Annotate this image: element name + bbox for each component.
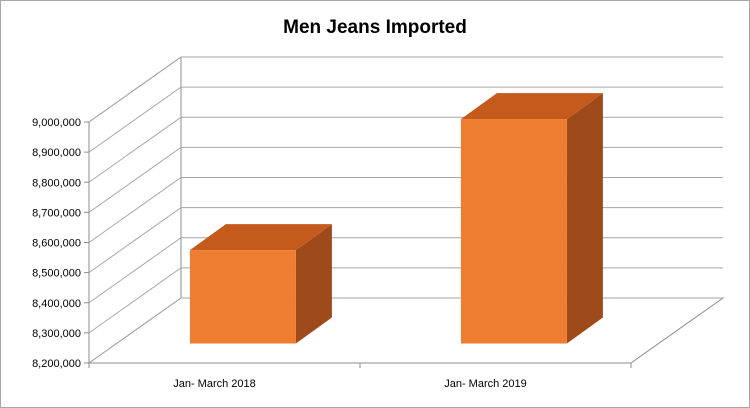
bar-top — [460, 93, 603, 120]
gridline — [88, 146, 723, 213]
gridline — [88, 86, 723, 153]
bar-top — [189, 224, 332, 251]
gridline — [88, 207, 723, 274]
bars — [189, 93, 603, 344]
bar — [460, 119, 567, 344]
y-tick-label: 8,300,000 — [32, 328, 81, 340]
chart-walls — [87, 56, 725, 364]
gridline — [88, 237, 723, 304]
gridline — [88, 116, 723, 183]
y-tick-label: 8,900,000 — [32, 147, 81, 159]
y-tick-label: 8,600,000 — [32, 238, 81, 250]
y-tick-label: 8,400,000 — [32, 298, 81, 310]
y-tick-label: 8,500,000 — [32, 268, 81, 280]
gridline — [88, 56, 723, 123]
x-category-label: Jan- March 2018 — [173, 378, 256, 390]
gridline — [88, 267, 723, 334]
x-category-label: Jan- March 2019 — [444, 378, 527, 390]
bar-side — [566, 93, 603, 344]
bar-group — [460, 93, 603, 344]
bar-side — [295, 224, 332, 344]
bar-group — [189, 224, 332, 344]
y-axis-tick-labels: 8,200,000 8,300,000 8,400,000 8,500,000 8,60… — [32, 117, 81, 370]
bar — [189, 250, 296, 344]
y-tick-label: 9,000,000 — [32, 117, 81, 129]
gridline — [88, 297, 723, 364]
chart-title: Men Jeans Imported — [283, 17, 467, 38]
gridline — [88, 177, 723, 243]
gridlines — [84, 56, 723, 368]
y-tick-label: 8,700,000 — [32, 207, 81, 219]
chart-floor — [87, 297, 725, 364]
y-tick-label: 8,200,000 — [32, 358, 81, 370]
x-axis-category-labels: Jan- March 2018 Jan- March 2019 — [173, 378, 527, 390]
y-tick-label: 8,800,000 — [32, 177, 81, 189]
